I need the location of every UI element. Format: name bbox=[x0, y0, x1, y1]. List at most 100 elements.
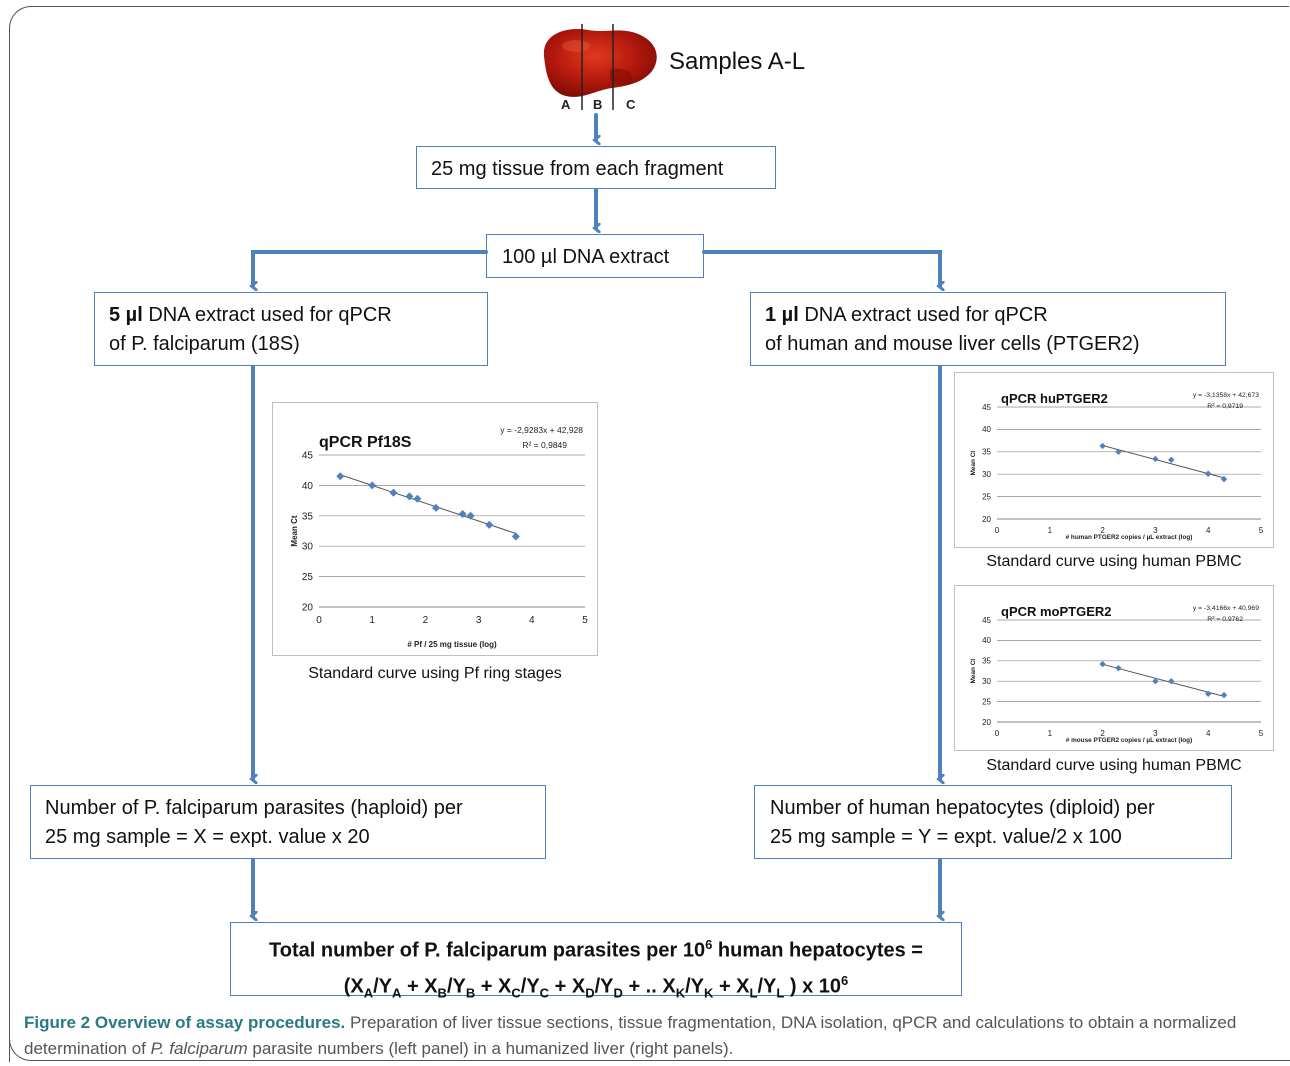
left-volume: 5 µl bbox=[109, 304, 143, 326]
trend-line bbox=[1102, 663, 1225, 697]
tissue-step-box: 25 mg tissue from each fragment bbox=[416, 146, 776, 189]
data-point bbox=[1152, 455, 1159, 463]
arrow-dna-to-right bbox=[702, 250, 940, 286]
data-point bbox=[511, 532, 520, 541]
data-point bbox=[1115, 448, 1122, 455]
figure-caption: Figure 2 Overview of assay procedures. P… bbox=[24, 1010, 1254, 1062]
x-tick-label: 4 bbox=[529, 615, 535, 626]
data-point bbox=[466, 511, 475, 520]
left-line2: of P. falciparum (18S) bbox=[109, 333, 300, 355]
x-tick-label: 0 bbox=[995, 729, 1000, 738]
figure-caption-text2: parasite numbers (left panel) in a human… bbox=[247, 1039, 734, 1058]
figure-caption-text1: Preparation of liver tissue sections, ti… bbox=[24, 1013, 1237, 1058]
data-point bbox=[405, 492, 414, 501]
y-tick-label: 30 bbox=[302, 542, 314, 553]
figure-caption-italic: P. falciparum bbox=[150, 1039, 248, 1058]
y-tick-label: 20 bbox=[302, 603, 314, 614]
data-point bbox=[1115, 664, 1122, 672]
data-point bbox=[485, 520, 494, 529]
data-point bbox=[368, 481, 377, 490]
y-tick-label: 20 bbox=[982, 515, 991, 524]
fragment-label-a: A bbox=[561, 97, 571, 112]
y-tick-label: 35 bbox=[302, 511, 314, 522]
x-tick-label: 3 bbox=[476, 615, 482, 626]
dna-extract-box: 100 µl DNA extract bbox=[486, 234, 704, 278]
y-axis-label: Mean Ct bbox=[970, 450, 977, 476]
chart-huptger2-panel: 20 25 30 35 40 45 0 1 2 3 4 5 # human PTGER2 copies … bbox=[954, 372, 1274, 548]
x-tick-label: 1 bbox=[369, 615, 375, 626]
y-tick-label: 40 bbox=[982, 425, 991, 434]
y-tick-label: 45 bbox=[982, 616, 991, 625]
x-tick-label: 2 bbox=[1100, 526, 1105, 535]
x-tick-label: 4 bbox=[1206, 526, 1211, 535]
chart-title: qPCR huPTGER2 bbox=[1001, 391, 1108, 406]
r-squared: R² = 0,9719 bbox=[1207, 403, 1243, 410]
left-qpcr-box: 5 µl DNA extract used for qPCR of P. fal… bbox=[94, 292, 488, 366]
data-point bbox=[1099, 660, 1106, 668]
right-result-line1: Number of human hepatocytes (diploid) pe… bbox=[770, 797, 1155, 819]
right-result-box: Number of human hepatocytes (diploid) pe… bbox=[754, 785, 1232, 859]
y-tick-label: 45 bbox=[302, 451, 314, 462]
x-axis-label: # Pf / 25 mg tissue (log) bbox=[407, 640, 497, 649]
x-tick-label: 3 bbox=[1153, 729, 1158, 738]
left-result-line1: Number of P. falciparum parasites (haplo… bbox=[45, 797, 463, 819]
data-point bbox=[336, 472, 345, 481]
x-tick-label: 1 bbox=[1048, 526, 1053, 535]
y-tick-label: 35 bbox=[982, 448, 991, 457]
right-qpcr-box: 1 µl DNA extract used for qPCR of human … bbox=[750, 292, 1226, 366]
arrow-dna-to-left bbox=[253, 250, 488, 286]
r-squared: R² = 0,9762 bbox=[1207, 616, 1243, 623]
chart-moptger2-caption: Standard curve using human PBMC bbox=[986, 757, 1242, 774]
chart-pf18s-panel: 20 25 30 35 40 45 0 1 2 3 4 5 # Pf / 25 mg tissue (l… bbox=[272, 402, 598, 656]
x-tick-label: 1 bbox=[1048, 729, 1053, 738]
y-axis-label: Mean Ct bbox=[970, 658, 977, 684]
y-tick-label: 30 bbox=[982, 677, 991, 686]
fragment-label-b: B bbox=[593, 97, 602, 112]
chart-title: qPCR Pf18S bbox=[319, 434, 412, 451]
x-tick-label: 2 bbox=[1100, 729, 1105, 738]
x-tick-label: 2 bbox=[423, 615, 429, 626]
y-tick-label: 25 bbox=[302, 572, 314, 583]
final-formula-box: Total number of P. falciparum parasites … bbox=[230, 922, 962, 1000]
data-point bbox=[458, 509, 467, 518]
samples-label: Samples A-L bbox=[669, 48, 806, 75]
fragment-label-c: C bbox=[626, 97, 636, 112]
chart-title: qPCR moPTGER2 bbox=[1001, 604, 1112, 619]
trend-line bbox=[1102, 445, 1225, 479]
right-volume: 1 µl bbox=[765, 304, 799, 326]
data-point bbox=[1220, 691, 1228, 699]
trend-equation: y = -3,4166x + 40,969 bbox=[1193, 605, 1259, 612]
left-result-line2: 25 mg sample = X = expt. value x 20 bbox=[45, 826, 370, 848]
right-result-line2: 25 mg sample = Y = expt. value/2 x 100 bbox=[770, 826, 1122, 848]
data-point bbox=[1168, 456, 1175, 464]
chart-pf18s-caption: Standard curve using Pf ring stages bbox=[308, 665, 562, 682]
final-line1-end: human hepatocytes = bbox=[712, 939, 923, 962]
dna-extract-text: 100 µl DNA extract bbox=[502, 246, 670, 268]
y-tick-label: 35 bbox=[982, 657, 991, 666]
trend-equation: y = -2,9283x + 42,928 bbox=[500, 425, 583, 435]
final-line1: Total number of P. falciparum parasites … bbox=[269, 939, 706, 962]
data-point bbox=[1099, 442, 1106, 450]
chart-huptger2-caption: Standard curve using human PBMC bbox=[986, 553, 1242, 570]
y-tick-label: 25 bbox=[982, 697, 991, 706]
y-tick-label: 40 bbox=[302, 481, 314, 492]
left-line1: DNA extract used for qPCR bbox=[142, 304, 392, 326]
figure-frame bbox=[9, 6, 1289, 1062]
r-squared: R² = 0,9849 bbox=[522, 440, 567, 450]
final-formula-line2: (XA/YA + XB/YB + XC/YC + XD/YD + .. XK/Y… bbox=[343, 972, 849, 1001]
chart-moptger2-panel: 20 25 30 35 40 45 0 1 2 3 4 5 # mouse PTGER2 copies … bbox=[954, 585, 1274, 751]
liver-illustration: A B C bbox=[543, 24, 657, 112]
y-tick-label: 45 bbox=[982, 403, 991, 412]
tissue-step-text: 25 mg tissue from each fragment bbox=[431, 158, 724, 180]
x-tick-label: 0 bbox=[316, 615, 322, 626]
figure-caption-lead: Figure 2 Overview of assay procedures. bbox=[24, 1013, 346, 1032]
data-point bbox=[1205, 470, 1212, 477]
right-line2: of human and mouse liver cells (PTGER2) bbox=[765, 333, 1140, 355]
figure-frame-bottom bbox=[9, 1005, 1290, 1061]
data-point bbox=[432, 503, 441, 512]
data-point bbox=[413, 494, 422, 503]
